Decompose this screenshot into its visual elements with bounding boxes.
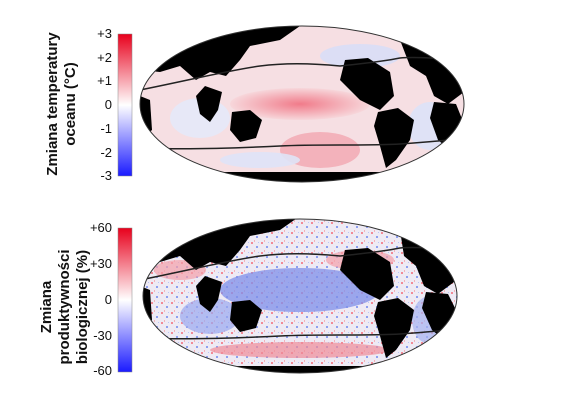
productivity-tick: -30 bbox=[93, 328, 112, 343]
temperature-tick: +1 bbox=[97, 73, 112, 88]
temperature-tick: -3 bbox=[100, 168, 112, 183]
productivity-tick: +30 bbox=[89, 256, 112, 271]
temperature-tick: +2 bbox=[97, 50, 112, 65]
temperature-tick: +3 bbox=[97, 26, 112, 41]
panel-productivity: Zmiana produktywności biologicznej (%) bbox=[0, 200, 570, 403]
temperature-tick: -2 bbox=[100, 145, 112, 160]
productivity-tick: -60 bbox=[93, 363, 112, 378]
temperature-tick: 0 bbox=[104, 97, 112, 112]
productivity-colorbar bbox=[117, 227, 133, 373]
productivity-tick: 0 bbox=[104, 292, 112, 307]
temperature-map-figure bbox=[117, 25, 465, 183]
temperature-map bbox=[140, 26, 464, 182]
panel-temperature: Zmiana temperatury oceanu (°C) bbox=[0, 0, 570, 200]
productivity-map bbox=[143, 219, 457, 373]
productivity-map-figure bbox=[117, 218, 458, 374]
temperature-colorbar bbox=[117, 33, 133, 177]
temperature-tick: -1 bbox=[100, 121, 112, 136]
productivity-tick: +60 bbox=[89, 220, 112, 235]
